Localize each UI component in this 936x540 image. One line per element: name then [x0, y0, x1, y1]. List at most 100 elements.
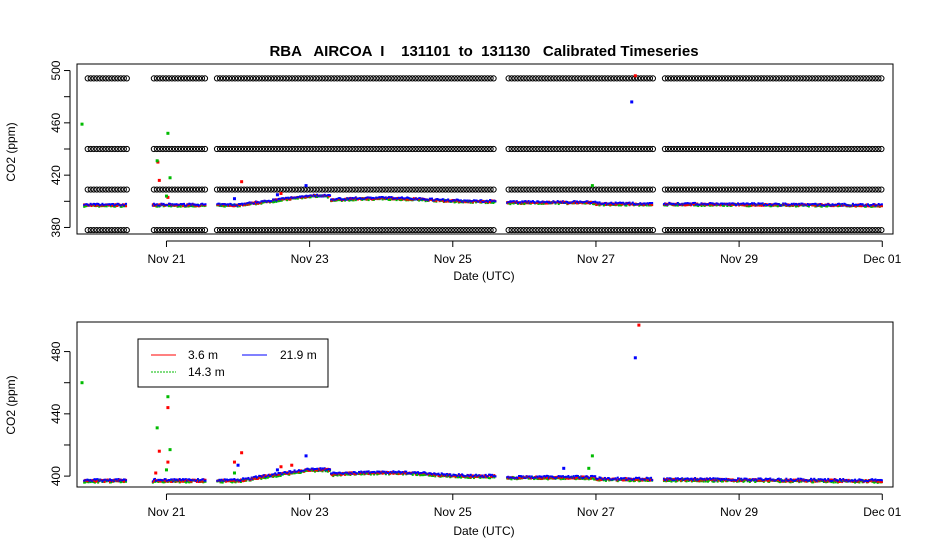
top-baseline-point [442, 198, 445, 201]
top-baseline-point [352, 197, 355, 200]
calibration-point [661, 186, 669, 193]
calibration-point [779, 75, 786, 82]
calibration-point [216, 186, 224, 193]
bottom-baseline-point [784, 479, 787, 482]
top-baseline-point [449, 200, 452, 203]
bottom-baseline-point [586, 475, 589, 478]
top-baseline-point [486, 202, 489, 205]
bottom-baseline-point [598, 476, 601, 479]
top-baseline-point [825, 203, 828, 206]
bottom-baseline-point [705, 478, 708, 481]
bottom-baseline-point [557, 477, 560, 480]
calibration-point [580, 186, 587, 193]
top-baseline-point [684, 202, 687, 205]
top-baseline-point [91, 203, 94, 206]
bottom-baseline-point [113, 480, 116, 483]
top-baseline-point [92, 204, 95, 207]
bottom-baseline-point [528, 477, 531, 480]
top-point-14-3-m [590, 184, 594, 188]
bottom-baseline-point [595, 477, 598, 480]
bottom-baseline-point [782, 479, 785, 482]
top-baseline-point [759, 202, 762, 205]
calibration-point [259, 186, 266, 193]
top-baseline-point [436, 198, 439, 201]
top-baseline-point [579, 201, 582, 204]
calibration-point [120, 75, 127, 82]
top-baseline-point [597, 202, 600, 205]
bottom-baseline-point [177, 478, 180, 481]
bottom-baseline-point [245, 477, 248, 480]
top-baseline-point [237, 203, 240, 206]
bottom-baseline-point [114, 478, 117, 481]
top-baseline-point [623, 202, 626, 205]
top-panel: Nov 21 Nov 23 Nov 25 Nov 27 Nov 29 Dec 01 380… [4, 60, 902, 283]
bottom-baseline-point [187, 478, 190, 481]
calibration-point [430, 226, 437, 234]
calibration-point [198, 186, 206, 193]
bottom-baseline-point [422, 474, 425, 477]
top-baseline-point [872, 205, 875, 208]
top-baseline-point [196, 205, 199, 208]
bottom-baseline-point [175, 480, 178, 483]
bottom-baseline-point [411, 473, 414, 476]
bottom-baseline-point [154, 480, 157, 483]
bottom-baseline-point [120, 479, 123, 482]
top-baseline-point [702, 204, 705, 207]
calibration-point [388, 75, 395, 82]
top-baseline-point [398, 197, 401, 200]
calibration-point [292, 226, 299, 234]
bottom-baseline-point [575, 474, 578, 477]
calibration-point [809, 226, 816, 234]
calibration-point [538, 75, 545, 82]
bottom-baseline-point [427, 472, 430, 475]
bottom-baseline-point [643, 478, 646, 481]
bottom-baseline-point [224, 480, 227, 483]
bottom-baseline-point [267, 474, 270, 477]
bottom-baseline-point [767, 480, 770, 483]
bottom-baseline-point [700, 480, 703, 483]
top-baseline-point [681, 202, 684, 205]
top-baseline-point [824, 204, 826, 207]
bottom-baseline-point [626, 478, 629, 481]
bottom-baseline-point [161, 479, 164, 482]
top-baseline-point [785, 203, 788, 206]
calibration-point [694, 145, 702, 153]
top-baseline-point [869, 204, 872, 207]
top-baseline-point [553, 201, 556, 204]
top-baseline-point [772, 204, 775, 207]
calibration-point [162, 186, 170, 193]
top-baseline-point [252, 202, 255, 205]
calibration-point [162, 226, 170, 234]
top-baseline-point [84, 205, 87, 208]
calibration-point [418, 226, 425, 234]
calibration-point [625, 75, 632, 82]
top-baseline-point [425, 198, 428, 201]
bottom-baseline-point [730, 479, 733, 482]
bottom-baseline-point [749, 479, 752, 482]
top-baseline-point [577, 200, 580, 203]
top-baseline-point [370, 197, 373, 200]
bottom-baseline-point [171, 479, 174, 482]
top-baseline-point [371, 196, 374, 199]
top-baseline-point [839, 203, 842, 206]
top-baseline-point [546, 202, 549, 205]
calibration-point [255, 75, 263, 82]
top-baseline-point [759, 204, 762, 207]
calibration-point [463, 145, 470, 153]
calibration-point [430, 75, 437, 82]
calibration-point [646, 145, 654, 153]
bottom-baseline-point [289, 472, 292, 475]
calibration-point [878, 226, 885, 234]
bottom-baseline-point [806, 480, 809, 483]
top-baseline-point [460, 199, 463, 202]
bottom-baseline-point [359, 473, 362, 476]
bottom-baseline-point [788, 479, 791, 482]
top-baseline-point [247, 203, 250, 206]
calibration-point [697, 226, 705, 234]
bottom-baseline-point [326, 468, 329, 471]
calibration-point [646, 186, 654, 193]
calibration-point [737, 75, 744, 82]
bottom-baseline-point [737, 477, 740, 480]
bottom-baseline-point [690, 477, 693, 480]
calibration-point [382, 75, 389, 82]
